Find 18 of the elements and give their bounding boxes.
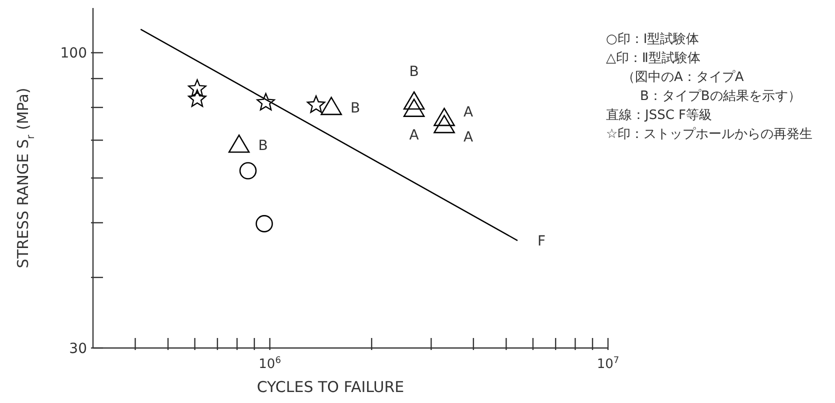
annotation: A <box>409 127 420 144</box>
x-tick-label: 10$^{6}$ <box>258 356 282 372</box>
annotation: B <box>258 138 268 154</box>
annotation: A <box>463 130 474 146</box>
y-tick-label: 100 <box>60 46 87 62</box>
annotation: F <box>537 234 546 250</box>
annotation: A <box>463 104 474 120</box>
x-tick-label: 10$^{7}$ <box>596 356 620 372</box>
annotation: B <box>350 100 360 116</box>
y-tick-label: 30 <box>69 341 87 357</box>
annotation: ○印：Ⅰ型試験体 <box>606 31 700 49</box>
text: （図中のA：タイプA <box>621 69 745 87</box>
annotation: △印：Ⅱ型試験体 <box>606 50 702 68</box>
text: B：タイプBの結果を示す） <box>639 88 802 106</box>
annotation: 直線：JSSC F等級 <box>606 107 714 125</box>
annotation: ☆印：ストップホールからの再発生 <box>606 126 813 144</box>
x-axis-title: CYCLES TO FAILURE <box>256 378 404 396</box>
annotation: B <box>409 64 419 80</box>
